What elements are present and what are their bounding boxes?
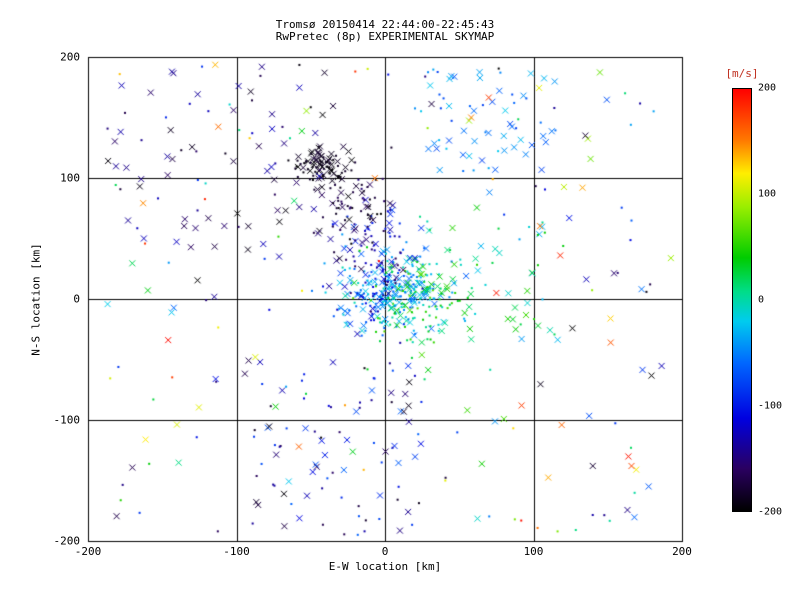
colorbar-tick-label: 0 [758,294,765,306]
colorbar-tick-label: 200 [758,82,777,94]
colorbar-tick-label: 100 [758,188,777,200]
colorbar-tick-label: -100 [758,400,783,412]
x-tick-label: -100 [223,545,250,558]
y-tick-label: 0 [73,292,80,306]
y-tick-label: 100 [60,171,80,185]
y-tick-label: 200 [60,50,80,64]
colorbar-tick-label: -200 [758,506,783,518]
x-tick-label: 0 [381,545,389,558]
x-tick-label: 100 [523,545,544,558]
colorbar [732,88,752,512]
x-tick-label: 200 [672,545,692,558]
y-tick-label: -100 [53,413,81,427]
figure-title-line1: Tromsø 20150414 22:44:00-22:45:43 [275,18,495,31]
figure-title-line2: RwPretec (8p) EXPERIMENTAL SKYMAP [275,30,495,43]
x-axis-label: E-W location [km] [328,560,442,573]
colorbar-label: [m/s] [725,67,759,80]
y-tick-label: -200 [53,534,81,548]
x-tick-label: -200 [74,545,102,558]
